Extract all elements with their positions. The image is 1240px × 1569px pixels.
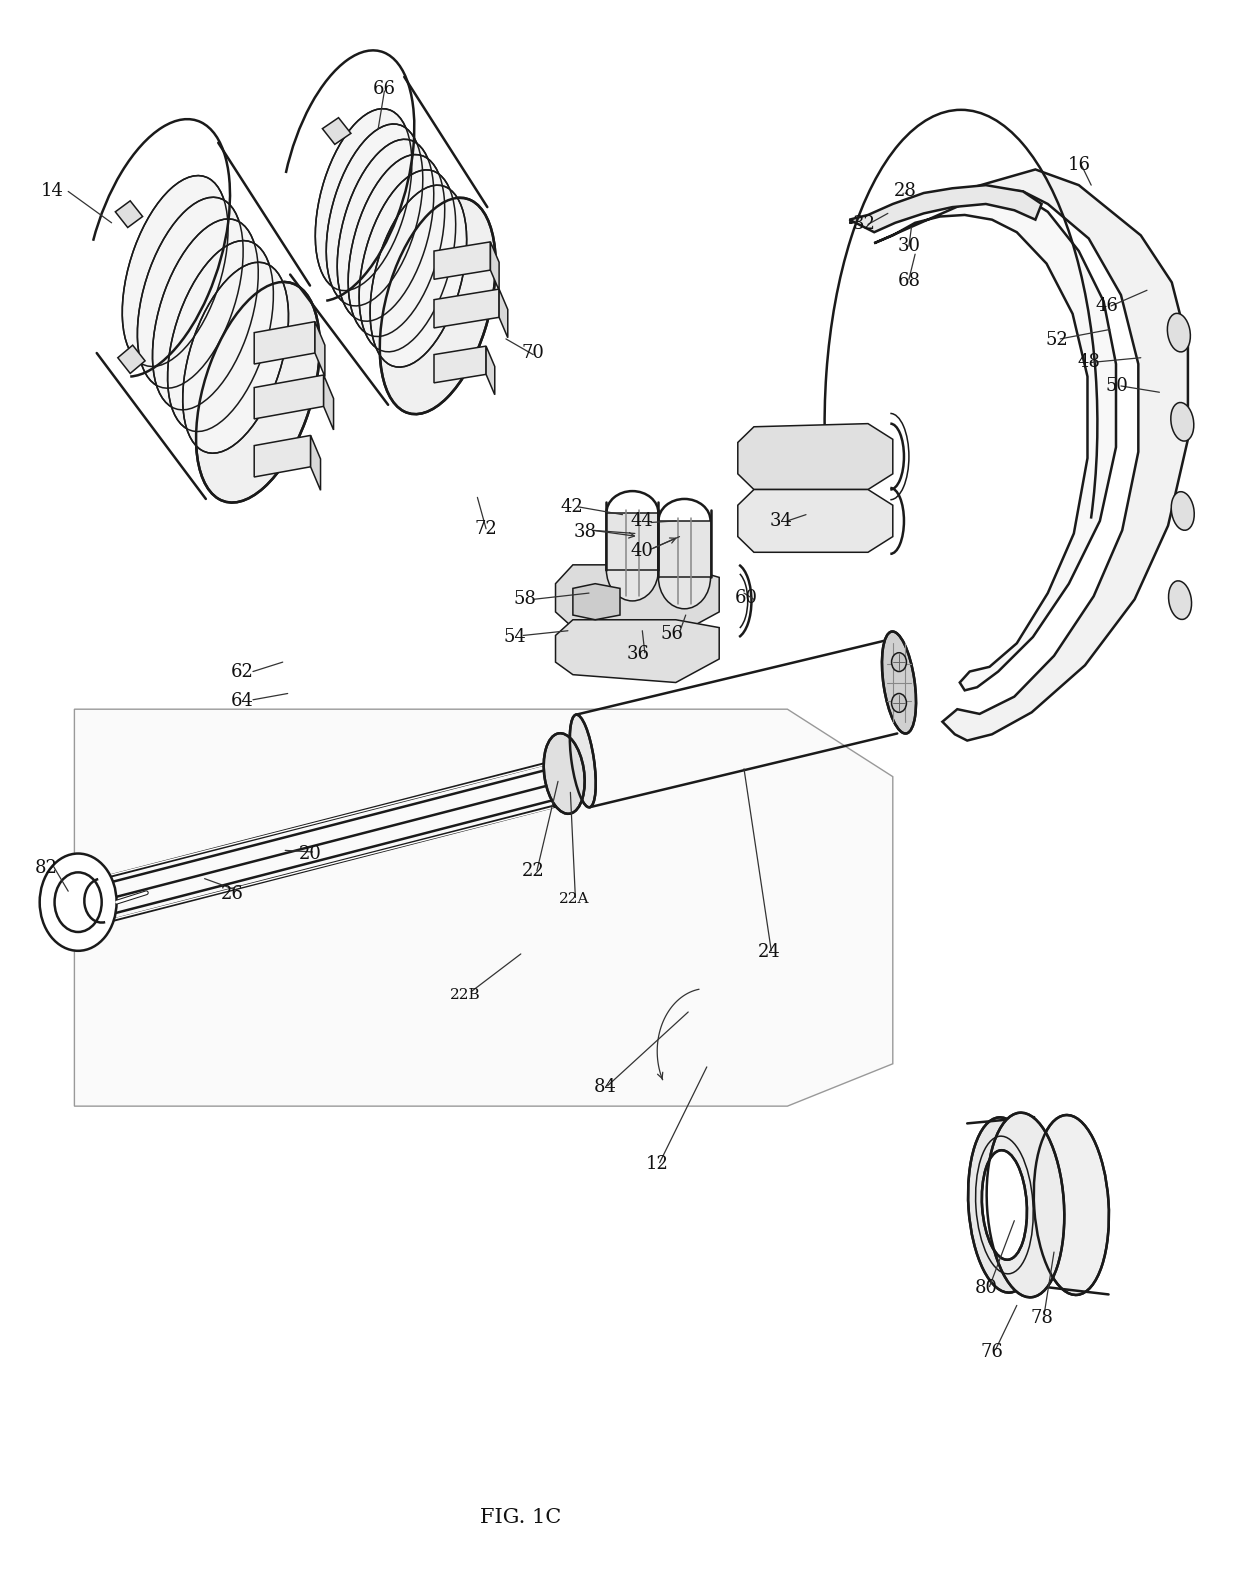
- Ellipse shape: [892, 693, 906, 712]
- Ellipse shape: [40, 854, 117, 951]
- Polygon shape: [573, 584, 620, 620]
- Text: 84: 84: [594, 1078, 616, 1097]
- Text: 76: 76: [981, 1343, 1003, 1362]
- Ellipse shape: [892, 653, 906, 672]
- Polygon shape: [556, 620, 719, 683]
- Polygon shape: [254, 436, 310, 477]
- Text: 54: 54: [503, 628, 526, 646]
- Ellipse shape: [606, 538, 658, 601]
- Text: 78: 78: [1030, 1309, 1053, 1327]
- Text: 14: 14: [41, 182, 63, 201]
- Text: 40: 40: [631, 541, 653, 560]
- Ellipse shape: [348, 155, 445, 336]
- Ellipse shape: [138, 198, 243, 388]
- Ellipse shape: [326, 124, 423, 306]
- Text: FIG. 1C: FIG. 1C: [480, 1508, 562, 1527]
- Polygon shape: [556, 565, 719, 635]
- Polygon shape: [490, 242, 498, 290]
- Ellipse shape: [196, 282, 320, 502]
- Text: 52: 52: [1045, 331, 1068, 350]
- Text: 20: 20: [299, 844, 321, 863]
- Text: 30: 30: [898, 237, 920, 256]
- Text: 36: 36: [627, 645, 650, 664]
- Text: 82: 82: [35, 858, 57, 877]
- Ellipse shape: [987, 1112, 1064, 1298]
- Ellipse shape: [370, 185, 466, 367]
- Text: 12: 12: [646, 1155, 668, 1174]
- Polygon shape: [606, 513, 658, 570]
- Text: 70: 70: [522, 344, 544, 362]
- Ellipse shape: [968, 1117, 1040, 1293]
- Text: 66: 66: [373, 80, 396, 99]
- Text: 68: 68: [898, 271, 920, 290]
- Text: 26: 26: [221, 885, 243, 904]
- Ellipse shape: [337, 140, 434, 322]
- Text: 24: 24: [758, 943, 780, 962]
- Polygon shape: [254, 375, 324, 419]
- Ellipse shape: [153, 220, 258, 410]
- Ellipse shape: [570, 714, 595, 808]
- Polygon shape: [315, 322, 325, 377]
- Ellipse shape: [1172, 491, 1194, 530]
- Text: 28: 28: [894, 182, 916, 201]
- Ellipse shape: [55, 872, 102, 932]
- Text: 58: 58: [513, 590, 536, 609]
- Text: 48: 48: [1078, 353, 1100, 372]
- Text: 56: 56: [661, 624, 683, 643]
- Text: 22B: 22B: [450, 988, 480, 1001]
- Ellipse shape: [1034, 1116, 1109, 1294]
- Ellipse shape: [1171, 403, 1194, 441]
- Text: 22: 22: [522, 861, 544, 880]
- Text: 60: 60: [735, 588, 758, 607]
- Text: 80: 80: [975, 1279, 997, 1298]
- Text: 32: 32: [853, 215, 875, 234]
- Polygon shape: [74, 709, 893, 1106]
- Text: 16: 16: [1068, 155, 1090, 174]
- Text: 46: 46: [1096, 297, 1118, 315]
- Polygon shape: [434, 347, 486, 383]
- Polygon shape: [310, 436, 320, 491]
- Ellipse shape: [982, 1150, 1027, 1260]
- Ellipse shape: [123, 176, 228, 367]
- Polygon shape: [498, 289, 508, 337]
- Polygon shape: [115, 201, 143, 228]
- Text: 22A: 22A: [559, 893, 589, 905]
- Polygon shape: [322, 118, 351, 144]
- Polygon shape: [486, 347, 495, 395]
- Polygon shape: [658, 521, 711, 577]
- Text: 44: 44: [631, 511, 653, 530]
- Text: 50: 50: [1106, 377, 1128, 395]
- Ellipse shape: [1167, 314, 1190, 351]
- Ellipse shape: [360, 169, 455, 351]
- Polygon shape: [324, 375, 334, 430]
- Text: 64: 64: [231, 692, 253, 711]
- Polygon shape: [738, 424, 893, 490]
- Ellipse shape: [315, 108, 412, 290]
- Polygon shape: [118, 345, 145, 373]
- Ellipse shape: [379, 198, 496, 414]
- Ellipse shape: [882, 631, 916, 734]
- Ellipse shape: [658, 546, 711, 609]
- Text: 72: 72: [475, 519, 497, 538]
- Ellipse shape: [1168, 581, 1192, 620]
- Polygon shape: [874, 191, 1116, 690]
- Ellipse shape: [182, 262, 289, 453]
- Polygon shape: [434, 242, 490, 279]
- Text: 34: 34: [770, 511, 792, 530]
- Polygon shape: [849, 169, 1188, 741]
- Polygon shape: [254, 322, 315, 364]
- Ellipse shape: [543, 733, 585, 814]
- Polygon shape: [434, 289, 498, 328]
- Polygon shape: [849, 185, 1042, 232]
- Text: 62: 62: [231, 662, 253, 681]
- Text: 42: 42: [560, 497, 583, 516]
- Ellipse shape: [167, 240, 273, 431]
- Polygon shape: [738, 490, 893, 552]
- Text: 38: 38: [574, 522, 596, 541]
